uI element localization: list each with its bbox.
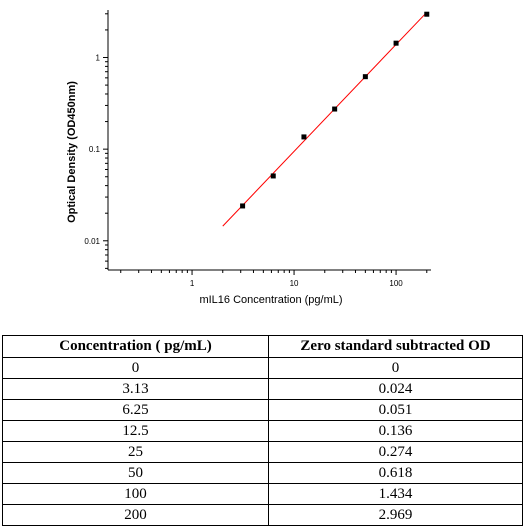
cell-concentration: 3.13 (2, 378, 269, 400)
y-axis-label: Optical Density (OD450nm) (66, 81, 78, 223)
cell-od: 0.136 (268, 420, 523, 442)
data-points (240, 11, 430, 209)
y-tick-label: 0.01 (84, 237, 100, 246)
x-tick-label: 10 (290, 279, 299, 288)
header-od: Zero standard subtracted OD (268, 335, 523, 358)
cell-concentration: 12.5 (2, 420, 269, 442)
cell-od: 0.051 (268, 399, 523, 421)
data-point (270, 173, 276, 179)
y-tick-label: 0.1 (89, 145, 101, 154)
x-tick-label: 100 (389, 279, 403, 288)
cell-concentration: 25 (2, 441, 269, 463)
table-row: 200 2.969 (2, 504, 523, 526)
table-row: 3.13 0.024 (2, 378, 523, 400)
table-header-row: Concentration ( pg/mL) Zero standard sub… (2, 335, 523, 358)
fit-line (222, 11, 428, 227)
cell-od: 0.618 (268, 462, 523, 484)
y-tick-label: 1 (96, 54, 101, 63)
fit-line-group (222, 11, 428, 227)
table-row: 12.5 0.136 (2, 420, 523, 442)
x-tick-label: 1 (190, 279, 195, 288)
data-point (332, 106, 338, 112)
data-point (301, 134, 307, 140)
data-table: Concentration ( pg/mL) Zero standard sub… (2, 335, 523, 526)
cell-concentration: 200 (2, 504, 269, 526)
cell-concentration: 0 (2, 357, 269, 379)
data-point (424, 11, 430, 17)
table-row: 100 1.434 (2, 483, 523, 505)
data-point (240, 203, 246, 209)
table-row: 50 0.618 (2, 462, 523, 484)
table-row: 6.25 0.051 (2, 399, 523, 421)
cell-od: 1.434 (268, 483, 523, 505)
header-concentration: Concentration ( pg/mL) (2, 335, 269, 358)
data-point (362, 74, 368, 80)
cell-concentration: 100 (2, 483, 269, 505)
standard-curve-chart: 1 10 100 0.01 0.1 1 mIL16 Concentration (pg/m… (66, 10, 431, 306)
cell-concentration: 6.25 (2, 399, 269, 421)
x-axis-label: mIL16 Concentration (pg/mL) (199, 294, 342, 306)
cell-od: 0.274 (268, 441, 523, 463)
data-point (393, 40, 399, 46)
cell-od: 2.969 (268, 504, 523, 526)
axes: 1 10 100 0.01 0.1 1 (84, 10, 431, 288)
cell-concentration: 50 (2, 462, 269, 484)
cell-od: 0 (268, 357, 523, 379)
table-row: 25 0.274 (2, 441, 523, 463)
cell-od: 0.024 (268, 378, 523, 400)
